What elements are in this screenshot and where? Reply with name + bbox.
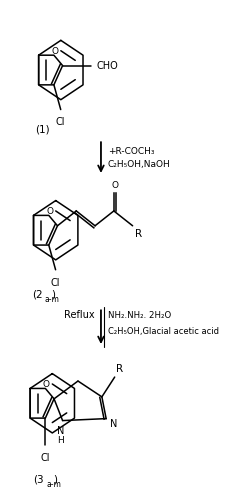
Text: ): ) xyxy=(51,290,55,300)
Text: C₂H₅OH,NaOH: C₂H₅OH,NaOH xyxy=(107,160,170,170)
Text: a-m: a-m xyxy=(46,480,61,490)
Text: H: H xyxy=(57,436,64,446)
Text: C₂H₅OH,Glacial acetic acid: C₂H₅OH,Glacial acetic acid xyxy=(107,326,218,336)
Text: O: O xyxy=(43,380,49,389)
Text: O: O xyxy=(51,46,58,56)
Text: Cl: Cl xyxy=(51,278,60,287)
Text: ): ) xyxy=(53,474,57,484)
Text: O: O xyxy=(111,181,118,190)
Text: R: R xyxy=(116,364,123,374)
Text: Reflux: Reflux xyxy=(63,310,94,320)
Text: +R-COCH₃: +R-COCH₃ xyxy=(107,146,154,156)
Text: a-m: a-m xyxy=(44,296,59,304)
Text: N: N xyxy=(57,426,64,436)
Text: NH₂.NH₂. 2H₂O: NH₂.NH₂. 2H₂O xyxy=(107,311,170,320)
Text: R: R xyxy=(135,228,142,238)
Text: (2: (2 xyxy=(32,290,42,300)
Text: (1): (1) xyxy=(35,124,49,134)
Text: Cl: Cl xyxy=(41,452,50,462)
Text: O: O xyxy=(46,207,53,216)
Text: CHO: CHO xyxy=(96,60,118,70)
Text: N: N xyxy=(110,418,117,428)
Text: Cl: Cl xyxy=(56,118,65,128)
Text: (3: (3 xyxy=(33,474,44,484)
